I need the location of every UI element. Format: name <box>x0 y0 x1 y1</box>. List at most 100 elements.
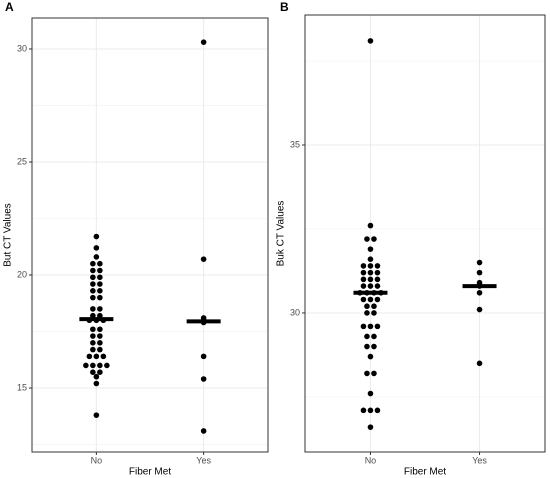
y-tick-label: 20 <box>17 269 27 279</box>
data-point <box>371 343 377 350</box>
panel-border <box>31 17 269 453</box>
y-tick-label: 30 <box>290 307 300 317</box>
data-point <box>97 306 103 312</box>
data-point <box>200 428 207 434</box>
panel-border <box>304 14 546 453</box>
data-point <box>93 245 100 251</box>
data-point <box>97 294 103 301</box>
y-tick-label: 15 <box>17 382 27 392</box>
panel-background <box>32 18 268 452</box>
x-tick-label: Yes <box>472 455 487 465</box>
data-point <box>90 362 96 369</box>
x-axis-label: Fiber Met <box>129 467 171 478</box>
y-tick-label: 35 <box>290 139 300 149</box>
data-point <box>97 340 103 346</box>
data-point <box>371 310 377 316</box>
data-point <box>90 346 96 353</box>
data-point <box>371 303 377 310</box>
data-point <box>371 236 377 242</box>
data-point <box>367 283 374 289</box>
data-point <box>364 343 370 350</box>
data-point <box>200 376 207 382</box>
data-point <box>364 236 370 242</box>
data-point <box>360 323 367 330</box>
data-point <box>374 263 381 269</box>
data-point <box>476 289 483 296</box>
data-point <box>93 380 100 387</box>
data-point <box>90 333 96 339</box>
data-point <box>97 288 103 294</box>
data-point <box>90 294 96 301</box>
panel-background <box>305 15 545 452</box>
data-point <box>360 269 367 276</box>
data-point <box>364 370 370 377</box>
data-point <box>90 369 96 376</box>
data-point <box>374 407 381 414</box>
data-point <box>364 333 370 340</box>
data-point <box>97 260 103 267</box>
data-point <box>200 39 207 45</box>
data-point <box>371 370 377 377</box>
data-point <box>83 362 89 369</box>
data-point <box>97 362 103 369</box>
data-point <box>97 326 103 333</box>
data-point <box>367 424 374 430</box>
data-point <box>374 283 381 289</box>
data-point <box>374 269 381 276</box>
data-point <box>90 281 96 287</box>
data-point <box>93 412 100 418</box>
data-point <box>97 346 103 353</box>
data-point <box>367 269 374 276</box>
data-point <box>476 306 483 313</box>
data-point <box>374 323 381 330</box>
data-point <box>97 267 103 274</box>
data-point <box>364 303 370 310</box>
data-point <box>104 362 110 369</box>
data-point <box>360 263 367 269</box>
data-point <box>374 296 381 303</box>
data-point <box>93 373 100 380</box>
data-point <box>367 276 374 283</box>
panel-label: B <box>280 0 289 14</box>
data-point <box>90 274 96 281</box>
data-point <box>100 353 107 360</box>
panel-label: A <box>5 0 14 14</box>
data-point <box>367 407 374 414</box>
data-point <box>367 263 374 269</box>
y-axis-label: Buk CT Values <box>276 201 287 267</box>
data-point <box>97 369 103 376</box>
data-point <box>367 38 374 44</box>
data-point <box>367 296 374 303</box>
y-tick-label: 30 <box>17 43 27 53</box>
data-point <box>200 353 207 360</box>
data-point <box>367 222 374 229</box>
y-axis-label: But CT Values <box>3 203 14 267</box>
data-point <box>93 233 100 240</box>
x-axis-label: Fiber Met <box>404 467 446 478</box>
data-point <box>360 283 367 289</box>
data-point <box>90 260 96 267</box>
x-tick-label: Yes <box>196 455 211 465</box>
data-point <box>374 276 381 283</box>
x-tick-label: No <box>91 455 103 465</box>
data-point <box>476 360 483 367</box>
data-point <box>90 267 96 274</box>
data-point <box>97 274 103 281</box>
data-point <box>90 340 96 346</box>
data-point <box>90 326 96 333</box>
data-point <box>200 256 207 262</box>
data-point <box>97 281 103 287</box>
data-point <box>367 256 374 262</box>
data-point <box>360 276 367 283</box>
data-point <box>367 246 374 252</box>
data-point <box>367 390 374 397</box>
x-tick-label: No <box>365 455 377 465</box>
y-tick-label: 25 <box>17 156 27 166</box>
data-point <box>476 269 483 276</box>
data-point <box>90 288 96 294</box>
data-point <box>97 333 103 339</box>
data-point <box>371 333 377 340</box>
data-point <box>90 306 96 312</box>
data-point <box>360 296 367 303</box>
